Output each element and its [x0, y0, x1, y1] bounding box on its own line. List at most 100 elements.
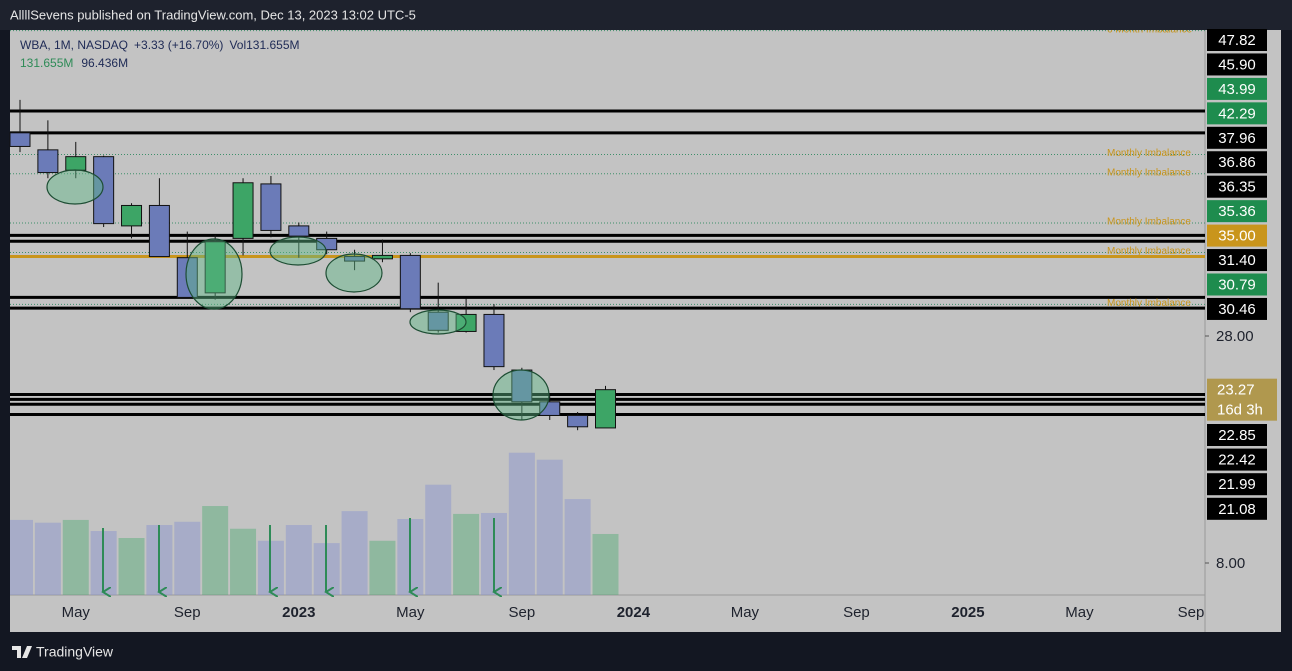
level-label-bg [1207, 448, 1267, 471]
header-text: AllllSevens published on TradingView.com… [10, 7, 416, 22]
level-label: 35.36 [1218, 203, 1256, 220]
volume-bar [174, 521, 201, 595]
level-label: 31.40 [1218, 252, 1256, 269]
level-label-bg [1207, 273, 1267, 296]
level-label-bg [1207, 151, 1267, 174]
volume-value: 131.655M [20, 56, 73, 70]
volume-header: Vol131.655M [229, 38, 299, 52]
x-tick-label: 2025 [951, 604, 984, 621]
candle-body [539, 401, 561, 416]
change: +3.33 (+16.70%) [134, 38, 223, 52]
level-label-bg [1207, 249, 1267, 272]
highlight [269, 236, 327, 266]
level-label-bg [1207, 200, 1267, 223]
candle-body [567, 414, 589, 428]
candle-body [483, 313, 505, 368]
level-label-bg [1207, 224, 1267, 247]
highlight [185, 238, 243, 310]
x-tick-label: Sep [509, 604, 536, 621]
volume-bar [202, 506, 229, 595]
candle-body [176, 257, 198, 298]
volume-bar [592, 533, 619, 595]
level-label: 36.86 [1218, 154, 1256, 171]
level-label: 37.96 [1218, 130, 1256, 147]
volume-bar [369, 540, 396, 595]
highlight [325, 253, 383, 293]
legend-volume: 131.655M 96.436M [20, 56, 128, 70]
x-tick-label: May [1065, 604, 1094, 621]
last-price-label: 23.27 [1217, 382, 1255, 399]
level-label: 21.99 [1218, 476, 1256, 493]
level-text: Monthly Imbalance [1107, 246, 1191, 257]
candle-body [371, 254, 393, 260]
axis-layer: 47.82 45.90 43.99 42.29 37.96 36.86 36.35 35.36… [62, 29, 1277, 621]
level-label: 36.35 [1218, 179, 1256, 196]
x-tick-label: May [396, 604, 425, 621]
volume-bar [425, 484, 452, 595]
candle-body [37, 149, 59, 174]
level-label: 30.79 [1218, 276, 1256, 293]
x-tick-label: 2024 [617, 604, 651, 621]
volume-bar [118, 538, 145, 595]
plot-background [10, 30, 1281, 632]
x-tick-label: Sep [174, 604, 201, 621]
level-text: 6 Month Imbalance [1107, 24, 1192, 35]
last-price-bg [1207, 378, 1277, 421]
volume-bar [341, 511, 368, 595]
volume-bar [230, 528, 257, 595]
level-label: 47.82 [1218, 32, 1256, 49]
highlight [46, 169, 104, 205]
level-label-bg [1207, 29, 1267, 51]
candles-layer [9, 99, 616, 431]
volume-bar [564, 499, 591, 595]
volume-bar [62, 519, 89, 595]
symbol: WBA, 1M, NASDAQ [20, 38, 128, 52]
footer-text: TradingView [36, 644, 114, 660]
level-label: 21.08 [1218, 501, 1256, 518]
candle-body [232, 182, 254, 239]
level-label: 45.90 [1218, 56, 1256, 73]
y-tick-label: 28.00 [1216, 328, 1254, 345]
candle-body [399, 254, 421, 310]
level-label: 35.00 [1218, 228, 1256, 245]
arrows [103, 518, 494, 592]
volume-ma: 96.436M [81, 56, 128, 70]
candle-body [288, 225, 310, 237]
x-tick-label: 2023 [282, 604, 315, 621]
candle-body [427, 311, 449, 331]
header-bar [0, 0, 1292, 30]
candle-body [9, 132, 31, 147]
volume-bar [285, 525, 312, 595]
level-label: 22.42 [1218, 452, 1256, 469]
highlight [409, 309, 467, 335]
level-label: 22.85 [1218, 427, 1256, 444]
level-label-bg [1207, 102, 1267, 125]
level-label-bg [1207, 497, 1267, 520]
highlight [492, 369, 550, 421]
level-label-bg [1207, 175, 1267, 198]
level-label-bg [1207, 424, 1267, 446]
volume-bar [34, 522, 61, 595]
candle-body [260, 183, 282, 231]
footer-bar [0, 632, 1292, 671]
candle-body [344, 256, 366, 262]
level-text: Monthly Imbalance [1107, 217, 1191, 228]
candle-body [204, 241, 226, 294]
level-label: 30.46 [1218, 301, 1256, 318]
x-tick-label: May [731, 604, 760, 621]
highlights [46, 169, 550, 421]
x-tick-label: May [62, 604, 91, 621]
level-text: Monthly Imbalance [1107, 167, 1191, 178]
level-label-bg [1207, 53, 1267, 76]
countdown-label: 16d 3h [1217, 402, 1263, 419]
volume-bar [10, 519, 33, 595]
logo [12, 646, 32, 658]
candle-body [121, 204, 143, 227]
x-tick-label: Sep [1178, 604, 1205, 621]
volume-bar [508, 452, 535, 595]
candle-body [93, 156, 115, 225]
level-text: Monthly Imbalance [1107, 148, 1191, 159]
volume-bar [536, 459, 563, 595]
